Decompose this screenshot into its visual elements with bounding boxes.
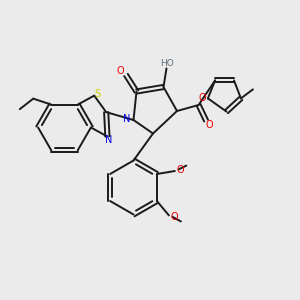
Text: O: O [205,120,213,130]
Text: HO: HO [160,58,174,68]
Text: S: S [95,89,101,99]
Text: O: O [170,212,178,222]
Text: O: O [198,93,206,103]
Text: N: N [123,113,130,124]
Text: O: O [117,66,124,76]
Text: N: N [105,135,112,145]
Text: O: O [176,165,184,176]
